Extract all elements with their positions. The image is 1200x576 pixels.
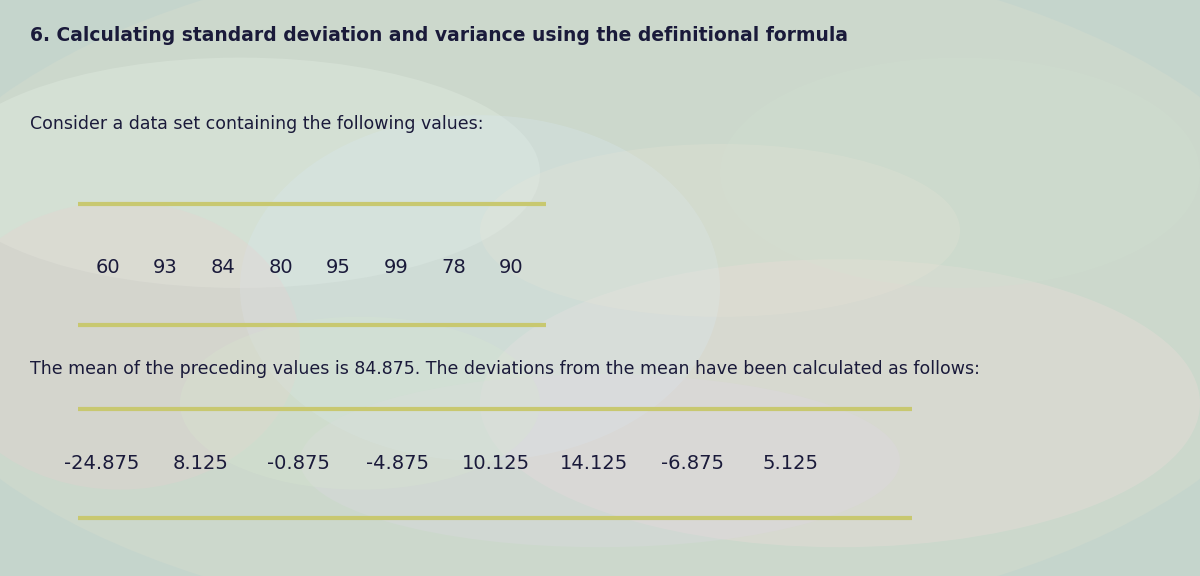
Text: 84: 84 [211,259,235,277]
Ellipse shape [0,58,540,288]
Ellipse shape [0,202,300,490]
Text: 93: 93 [154,259,178,277]
Text: Consider a data set containing the following values:: Consider a data set containing the follo… [30,115,484,133]
Ellipse shape [480,259,1200,547]
Text: 60: 60 [96,259,120,277]
Text: 95: 95 [326,259,350,277]
Ellipse shape [720,58,1200,288]
Text: 78: 78 [442,259,466,277]
Text: 5.125: 5.125 [763,454,818,473]
Text: The mean of the preceding values is 84.875. The deviations from the mean have be: The mean of the preceding values is 84.8… [30,360,980,378]
Ellipse shape [300,374,900,547]
Text: 99: 99 [384,259,408,277]
Text: 8.125: 8.125 [173,454,228,473]
Ellipse shape [480,144,960,317]
Text: -24.875: -24.875 [65,454,139,473]
Text: 10.125: 10.125 [462,454,529,473]
Ellipse shape [240,115,720,461]
Text: -0.875: -0.875 [268,454,330,473]
Text: 6. Calculating standard deviation and variance using the definitional formula: 6. Calculating standard deviation and va… [30,26,848,45]
Text: -6.875: -6.875 [661,454,724,473]
Text: -4.875: -4.875 [366,454,428,473]
Text: 90: 90 [499,259,523,277]
Text: 80: 80 [269,259,293,277]
Text: 14.125: 14.125 [560,454,628,473]
Ellipse shape [180,317,540,490]
